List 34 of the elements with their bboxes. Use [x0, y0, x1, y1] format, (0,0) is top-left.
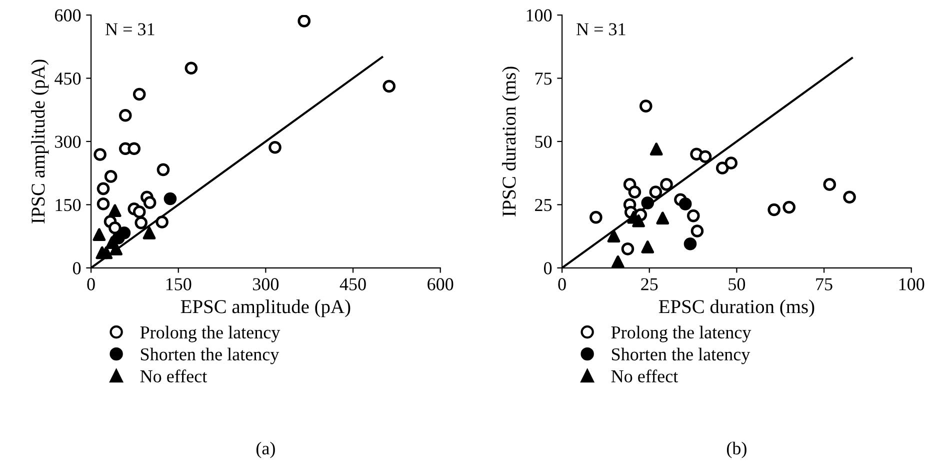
x-tick-label: 0	[558, 278, 566, 290]
x-tick-label: 150	[166, 278, 192, 290]
y-tick-label: 0	[544, 262, 552, 274]
x-tick-label: 75	[816, 278, 832, 290]
legend-label: Prolong the latency	[140, 326, 280, 342]
y-tick-label: 25	[535, 198, 552, 212]
x-tick-label: 0	[87, 278, 95, 290]
y-axis-title: IPSC amplitude (pA)	[31, 60, 49, 224]
annotation: N = 31	[106, 23, 154, 36]
annotation: N = 31	[576, 23, 626, 36]
y-tick-label: 0	[72, 262, 81, 274]
x-tick-label: 100	[899, 278, 924, 290]
y-tick-label: 50	[535, 136, 552, 148]
legend-label: Prolong the latency	[611, 326, 752, 342]
y-tick-label: 450	[54, 72, 81, 85]
x-tick-label: 600	[428, 278, 454, 290]
y-tick-label: 300	[55, 136, 81, 148]
legend-label: Shorten the latency	[612, 348, 750, 364]
y-tick-label: 600	[55, 9, 81, 22]
x-axis-title: EPSC duration (ms)	[658, 300, 814, 318]
x-tick-label: 25	[641, 278, 658, 290]
x-tick-label: 450	[340, 278, 366, 290]
x-axis-title: EPSC amplitude (pA)	[180, 300, 350, 318]
y-tick-label: 150	[56, 198, 81, 212]
legend-label: No effect	[140, 370, 208, 382]
legend-label: No effect	[611, 370, 678, 382]
y-tick-label: 100	[526, 9, 552, 22]
y-tick-label: 75	[535, 72, 552, 85]
y-axis-title: IPSC duration (ms)	[502, 66, 520, 216]
x-tick-label: 50	[728, 278, 746, 290]
text: (a)	[256, 442, 275, 458]
x-tick-label: 300	[253, 278, 279, 290]
text: (b)	[726, 442, 746, 458]
legend-label: Shorten the latency	[141, 348, 280, 364]
